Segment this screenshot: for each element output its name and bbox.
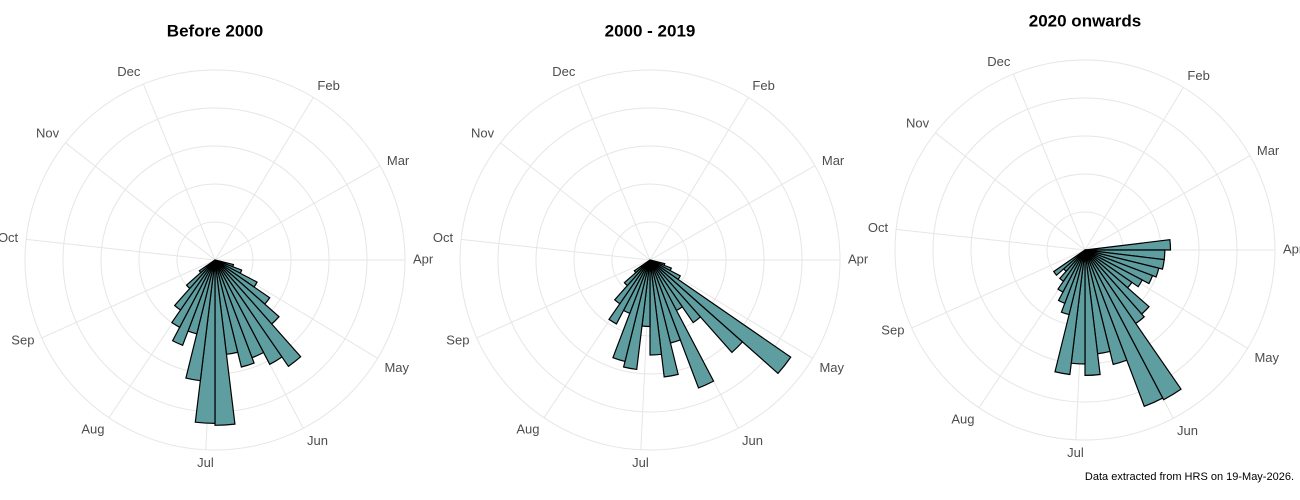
- month-label: Jul: [1067, 445, 1084, 460]
- month-label: Oct: [0, 230, 19, 245]
- grid-spoke: [649, 97, 749, 261]
- grid-spoke: [577, 83, 651, 261]
- month-label: Oct: [868, 220, 889, 235]
- chart-title: 2020 onwards: [1029, 11, 1141, 30]
- month-label: Aug: [81, 422, 104, 437]
- month-label: Mar: [1257, 143, 1280, 158]
- grid-spoke: [214, 97, 314, 261]
- bar: [198, 259, 216, 274]
- month-label: Feb: [1187, 68, 1209, 83]
- footnote: Data extracted from HRS on 19-May-2026.: [1085, 471, 1294, 483]
- bar: [1084, 249, 1164, 408]
- month-label: Jun: [1177, 423, 1198, 438]
- chart-title: Before 2000: [167, 21, 263, 40]
- month-label: Sep: [881, 323, 904, 338]
- month-label: Aug: [951, 412, 974, 427]
- month-label: Jul: [197, 455, 214, 470]
- grid-spoke: [500, 142, 651, 261]
- month-label: Dec: [552, 64, 576, 79]
- bar: [1084, 239, 1172, 251]
- month-label: Nov: [906, 115, 930, 130]
- bar: [214, 259, 302, 368]
- bar: [214, 259, 236, 426]
- grid-spoke: [896, 228, 1086, 251]
- bar: [649, 259, 679, 378]
- grid-spoke: [1084, 155, 1251, 251]
- bar: [170, 259, 216, 329]
- grid-spoke: [65, 142, 216, 261]
- bar: [633, 259, 651, 274]
- month-label: Jun: [742, 433, 763, 448]
- month-label: May: [384, 360, 409, 375]
- bar: [185, 259, 216, 290]
- month-label: Mar: [387, 153, 410, 168]
- month-label: Aug: [516, 422, 539, 437]
- month-label: Dec: [987, 54, 1011, 69]
- grid-spoke: [1084, 87, 1184, 251]
- grid-spoke: [26, 238, 216, 261]
- bar: [613, 259, 651, 305]
- month-label: Jul: [632, 455, 649, 470]
- grid-spoke: [935, 132, 1086, 251]
- grid-spoke: [911, 249, 1086, 329]
- grid-spoke: [649, 165, 816, 261]
- bar: [1052, 249, 1086, 277]
- bar: [173, 259, 216, 311]
- bar: [608, 259, 651, 325]
- month-label: May: [819, 360, 844, 375]
- month-label: Dec: [117, 64, 141, 79]
- chart-title: 2000 - 2019: [605, 21, 696, 40]
- bar: [649, 259, 715, 389]
- bar: [214, 259, 283, 366]
- month-label: May: [1254, 350, 1279, 365]
- month-label: Apr: [1283, 241, 1300, 256]
- bar: [649, 259, 663, 356]
- month-label: Jun: [307, 433, 328, 448]
- month-label: Sep: [446, 333, 469, 348]
- month-label: Apr: [848, 251, 869, 266]
- bar: [649, 259, 792, 375]
- month-label: Sep: [11, 333, 34, 348]
- month-label: Apr: [413, 251, 434, 266]
- month-label: Feb: [752, 78, 774, 93]
- grid-spoke: [476, 259, 651, 339]
- month-label: Nov: [471, 125, 495, 140]
- grid-spoke: [41, 259, 216, 339]
- bar: [1084, 249, 1101, 377]
- bar: [1084, 249, 1182, 401]
- bar: [649, 259, 702, 324]
- grid-spoke: [1012, 73, 1086, 251]
- month-label: Feb: [317, 78, 339, 93]
- grid-spoke: [461, 238, 651, 261]
- bar: [1084, 249, 1128, 366]
- bar: [649, 259, 744, 354]
- bar: [214, 259, 255, 368]
- grid-spoke: [214, 165, 381, 261]
- month-label: Oct: [433, 230, 454, 245]
- month-label: Nov: [36, 125, 60, 140]
- month-label: Mar: [822, 153, 845, 168]
- grid-spoke: [142, 83, 216, 261]
